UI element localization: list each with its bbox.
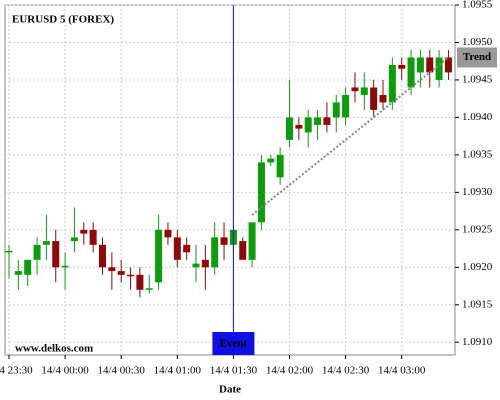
candle-body (286, 117, 293, 140)
candle-body (108, 267, 116, 272)
candle-body (127, 274, 135, 277)
candle-body (52, 241, 60, 268)
candle-body (388, 64, 396, 103)
x-tick-label: 14/4 01:00 (154, 365, 202, 377)
candle-body (276, 154, 284, 178)
candle-body (183, 244, 191, 253)
candle-body (14, 271, 22, 275)
candle-body (267, 158, 275, 163)
candle-body (173, 237, 181, 260)
candle-body (5, 250, 13, 253)
candle-body (201, 259, 209, 268)
candle-body (42, 241, 50, 245)
candle-body (444, 57, 452, 73)
candle-body (117, 271, 125, 275)
event-label: Event (220, 338, 248, 350)
y-tick-label: 1.0915 (462, 298, 493, 310)
candle-body (426, 57, 434, 73)
candle-body (80, 229, 88, 234)
candle-body (248, 222, 256, 260)
candle-body (61, 265, 69, 268)
candle-body (332, 102, 340, 118)
candle-body (257, 162, 265, 223)
candle-body (145, 288, 153, 290)
candle-body (89, 229, 97, 245)
candle-body (435, 57, 443, 80)
candle-body (323, 117, 331, 125)
y-tick-label: 1.0950 (462, 36, 493, 48)
plot-area (4, 4, 456, 356)
y-tick-label: 1.0945 (462, 73, 493, 85)
y-tick-label: 1.0910 (462, 336, 493, 348)
y-tick-label: 1.0940 (462, 111, 493, 123)
candle-body (304, 117, 312, 133)
candle-body (342, 94, 350, 118)
candle-body (33, 244, 41, 260)
x-tick-label: 14/4 03:00 (378, 365, 426, 377)
candle-body (136, 274, 144, 290)
candle-body (155, 229, 163, 283)
trend-line (251, 56, 450, 216)
candle-body (220, 237, 228, 245)
candle-body (164, 229, 172, 238)
x-tick-label: 14/4 00:30 (98, 365, 146, 377)
candle-body (70, 237, 78, 242)
candle-body (295, 124, 303, 129)
y-tick-label: 1.0935 (462, 148, 493, 160)
candle-body (379, 94, 387, 103)
candle-body (370, 87, 378, 110)
x-tick-label: 14/4 01:30 (210, 365, 258, 377)
candle-body (351, 87, 359, 92)
candle-body (360, 87, 368, 95)
candle-body (398, 64, 406, 69)
x-tick-label: 14/4 02:30 (322, 365, 370, 377)
candle-body (24, 259, 32, 275)
x-tick-label: 14/4 23:30 (0, 365, 33, 377)
event-label-box (212, 332, 255, 355)
candle-body (407, 57, 415, 88)
candle-body (314, 117, 322, 125)
y-tick-label: 1.0955 (462, 0, 493, 11)
x-axis-label: Date (219, 384, 241, 396)
candle-body (192, 263, 200, 268)
watermark: www.delkos.com (15, 343, 93, 355)
trend-label-box (457, 47, 497, 68)
candle-body (211, 237, 219, 268)
candle-body (99, 244, 106, 268)
candle-body (239, 241, 247, 260)
x-tick-label: 14/4 02:00 (266, 365, 314, 377)
x-tick-label: 14/4 00:00 (41, 365, 89, 377)
y-tick-label: 1.0925 (462, 223, 493, 235)
candle-body (416, 57, 424, 73)
y-tick-label: 1.0920 (462, 261, 493, 273)
y-tick-label: 1.0930 (462, 186, 493, 198)
chart-title: EURUSD 5 (FOREX) (12, 14, 114, 26)
trend-label: Trend (463, 51, 491, 63)
